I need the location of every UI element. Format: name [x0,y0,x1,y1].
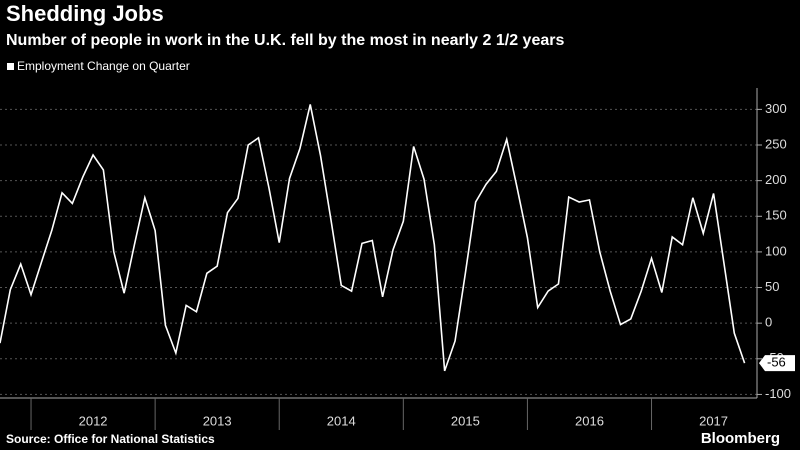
y-tick-label: 50 [765,279,779,294]
line [0,104,746,372]
x-tick-label: 2016 [575,413,604,428]
legend-swatch [7,63,14,70]
source: Source: Office for National Statistics [6,432,215,446]
x-tick-label: 2015 [451,413,480,428]
value-label: -56 [767,355,786,370]
y-tick-label: 250 [765,136,787,151]
x-tick-label: 2017 [699,413,728,428]
x-tick-label: 2013 [203,413,232,428]
chart-title: Shedding Jobs [6,1,164,26]
brand: Bloomberg [701,430,780,447]
y-tick-label: 200 [765,172,787,187]
x-tick-label: 2012 [79,413,108,428]
legend-label: Employment Change on Quarter [17,59,190,73]
y-tick-label: 300 [765,101,787,116]
y-tick-label: 0 [765,315,772,330]
y-tick-label: 150 [765,208,787,223]
y-tick-label: -100 [765,386,791,401]
x-tick-label: 2014 [327,413,356,428]
y-tick-label: 100 [765,243,787,258]
chart-subtitle: Number of people in work in the U.K. fel… [6,32,564,49]
value-label-box [759,355,795,372]
